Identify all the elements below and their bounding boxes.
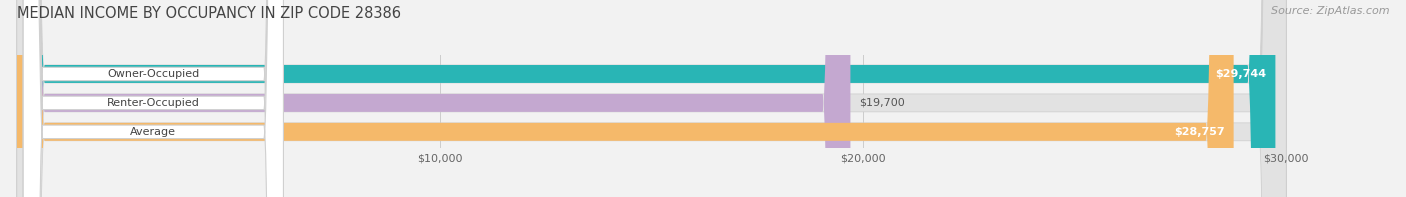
FancyBboxPatch shape — [17, 0, 1275, 197]
Text: Renter-Occupied: Renter-Occupied — [107, 98, 200, 108]
FancyBboxPatch shape — [24, 0, 284, 197]
FancyBboxPatch shape — [17, 0, 1286, 197]
FancyBboxPatch shape — [17, 0, 1233, 197]
FancyBboxPatch shape — [17, 0, 851, 197]
Text: MEDIAN INCOME BY OCCUPANCY IN ZIP CODE 28386: MEDIAN INCOME BY OCCUPANCY IN ZIP CODE 2… — [17, 6, 401, 21]
Text: $19,700: $19,700 — [859, 98, 905, 108]
FancyBboxPatch shape — [17, 0, 1286, 197]
Text: $28,757: $28,757 — [1174, 127, 1225, 137]
Text: Average: Average — [131, 127, 176, 137]
FancyBboxPatch shape — [17, 0, 1286, 197]
FancyBboxPatch shape — [24, 0, 284, 197]
FancyBboxPatch shape — [24, 0, 284, 197]
Text: Source: ZipAtlas.com: Source: ZipAtlas.com — [1271, 6, 1389, 16]
Text: Owner-Occupied: Owner-Occupied — [107, 69, 200, 79]
Text: $29,744: $29,744 — [1215, 69, 1267, 79]
